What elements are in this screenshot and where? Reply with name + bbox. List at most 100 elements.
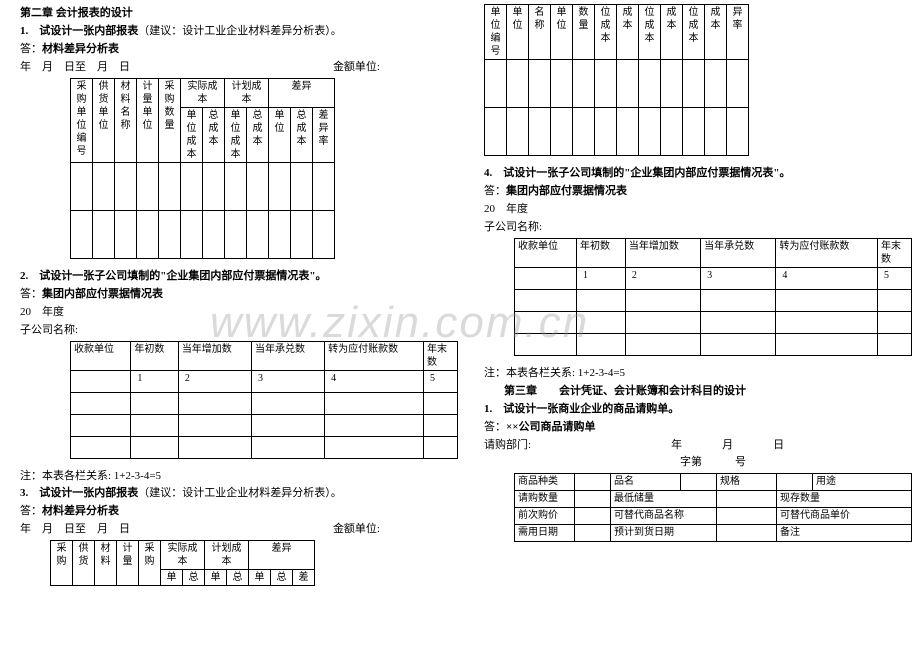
chapter-title: 第二章 会计报表的设计: [20, 6, 436, 22]
collect-empty-3: [71, 436, 458, 458]
q3-ans-label: 答：: [20, 505, 42, 517]
rt-empty-1: [485, 60, 749, 108]
q2-text: 试设计一张子公司填制的"企业集团内部应付票据情况表"。: [39, 270, 326, 282]
q1r-ans-title: ××公司商品请购单: [506, 421, 596, 433]
material-table-top-right: 单位编号 单位 名称 单位 数量 位成本 成本 位成本 成本 位成本 成本 异率: [484, 4, 749, 156]
mat-h-c5: 采购数量: [159, 78, 181, 162]
chapter3-title: 第三章 会计凭证、会计账簿和会计科目的设计: [484, 384, 904, 400]
q4-ans-title: 集团内部应付票据情况表: [506, 185, 627, 197]
mat-h-c2: 供货单位: [93, 78, 115, 162]
q2-ans-title: 集团内部应付票据情况表: [42, 288, 163, 300]
q4-text: 试设计一张子公司填制的"企业集团内部应付票据情况表"。: [503, 167, 790, 179]
q3-line: 3. 试设计一张内部报表（建议：设计工业企业材料差异分析表）。: [20, 486, 436, 502]
mat-su1: 单位成本: [181, 107, 203, 162]
collect-table-right: 收款单位 年初数 当年增加数 当年承兑数 转为应付账款数 年末数 1 2 3 4…: [514, 238, 912, 356]
q1r-text: 试设计一张商业企业的商品请购单。: [503, 403, 679, 415]
mat-header-row1: 采购单位编号 供货单位 材料名称 计量单位 采购数量 实际成本 计划成本 差异: [71, 78, 335, 107]
collect-table: 收款单位 年初数 当年增加数 当年承兑数 转为应付账款数 年末数 1 2 3 4…: [70, 341, 458, 459]
g-r1: 商品种类 品名 规格 用途: [515, 474, 912, 491]
q4-ans-label: 答：: [484, 185, 506, 197]
q2-ans-label: 答：: [20, 288, 42, 300]
mat-st2: 总成本: [247, 107, 269, 162]
mat-empty-1: [71, 162, 335, 210]
subco-label-r: 子公司名称:: [484, 220, 904, 236]
collect-r-e1: [515, 289, 912, 311]
q1r-label: 1.: [484, 403, 492, 415]
mat-g1: 实际成本: [181, 78, 225, 107]
material-table: 采购单位编号 供货单位 材料名称 计量单位 采购数量 实际成本 计划成本 差异 …: [70, 78, 335, 259]
date-line: 年 月 日至 月 日: [20, 60, 130, 76]
q3-ans-title: 材料差异分析表: [42, 505, 119, 517]
q3-label: 3.: [20, 487, 28, 499]
date-amount-row-2: 年 月 日至 月 日 金额单位:: [20, 522, 380, 538]
mat-h-c3: 材料名称: [115, 78, 137, 162]
mat-dt: 总成本: [291, 107, 313, 162]
collect-empty-2: [71, 414, 458, 436]
ch0: 收款单位: [71, 341, 131, 370]
mat-st1: 总成本: [203, 107, 225, 162]
subco-label: 子公司名称:: [20, 323, 436, 339]
q2-label: 2.: [20, 270, 28, 282]
q1r-ans: 答：××公司商品请购单: [484, 420, 904, 436]
collect-r-e3: [515, 333, 912, 355]
q4-label: 4.: [484, 167, 492, 179]
rt-empty-2: [485, 108, 749, 156]
date-d: 日: [773, 438, 784, 454]
collect-r-hrow: 收款单位 年初数 当年增加数 当年承兑数 转为应付账款数 年末数: [515, 238, 912, 267]
date-m: 月: [722, 438, 733, 454]
ch1: 年初数: [131, 341, 178, 370]
year-line-r: 20 年度: [484, 202, 904, 218]
q1-text: 试设计一张内部报表: [39, 25, 138, 37]
rt-row: 单位编号 单位 名称 单位 数量 位成本 成本 位成本 成本 位成本 成本 异率: [485, 5, 749, 60]
material-table-2: 采购 供货 材料 计量 采购 实际成本 计划成本 差异 单 总 单 总 单 总 …: [50, 540, 315, 586]
left-column: 第二章 会计报表的设计 1. 试设计一张内部报表（建议：设计工业企业材料差异分析…: [0, 0, 460, 651]
q1-hint: （建议：设计工业企业材料差异分析表）。: [138, 25, 342, 37]
mat-rate: 差异率: [313, 107, 335, 162]
m2-r1: 采购 供货 材料 计量 采购 实际成本 计划成本 差异: [51, 541, 315, 570]
g-r3: 前次购价 可替代商品名称 可替代商品单价: [515, 508, 912, 525]
year-line: 20 年度: [20, 305, 436, 321]
q1-ans-label: 答：: [20, 43, 42, 55]
note-line: 注：本表各栏关系: 1+2-3-4=5: [20, 469, 436, 485]
goods-table: 商品种类 品名 规格 用途 请购数量 最低储量 现存数量 前次购价 可替代商品名…: [514, 473, 912, 542]
ch4: 转为应付账款数: [325, 341, 424, 370]
collect-r-numrow: 1 2 3 4 5: [515, 267, 912, 289]
q3-ans: 答：材料差异分析表: [20, 504, 436, 520]
note-line-r: 注：本表各栏关系: 1+2-3-4=5: [484, 366, 904, 382]
g-r4: 需用日期 预计到货日期 备注: [515, 525, 912, 542]
date-amount-row: 年 月 日至 月 日 金额单位:: [20, 60, 380, 76]
q3-text: 试设计一张内部报表: [39, 487, 138, 499]
mat-g2: 计划成本: [225, 78, 269, 107]
q1r-line: 1. 试设计一张商业企业的商品请购单。: [484, 402, 904, 418]
mat-h-c4: 计量单位: [137, 78, 159, 162]
collect-r-e2: [515, 311, 912, 333]
req-dept: 请购部门:: [484, 438, 531, 454]
q3-hint: （建议：设计工业企业材料差异分析表）。: [138, 487, 342, 499]
mat-du: 单位: [269, 107, 291, 162]
mat-h-c1: 采购单位编号: [71, 78, 93, 162]
mat-su2: 单位成本: [225, 107, 247, 162]
ch2: 当年增加数: [178, 341, 251, 370]
q1-line: 1. 试设计一张内部报表（建议：设计工业企业材料差异分析表）。: [20, 24, 436, 40]
date-y: 年: [671, 438, 682, 454]
collect-num-row: 1 2 3 4 5: [71, 370, 458, 392]
amount-unit: 金额单位:: [333, 60, 380, 76]
q4-ans: 答：集团内部应付票据情况表: [484, 184, 904, 200]
g-r2: 请购数量 最低储量 现存数量: [515, 491, 912, 508]
collect-empty-1: [71, 392, 458, 414]
q2-ans: 答：集团内部应付票据情况表: [20, 287, 436, 303]
right-column: 单位编号 单位 名称 单位 数量 位成本 成本 位成本 成本 位成本 成本 异率…: [460, 0, 920, 651]
q4-line: 4. 试设计一张子公司填制的"企业集团内部应付票据情况表"。: [484, 166, 904, 182]
q1r-ans-label: 答：: [484, 421, 506, 433]
form-num: 字第 号: [514, 455, 912, 471]
ch3: 当年承兑数: [251, 341, 324, 370]
q1-label: 1.: [20, 25, 28, 37]
collect-hrow: 收款单位 年初数 当年增加数 当年承兑数 转为应付账款数 年末数: [71, 341, 458, 370]
q2-line: 2. 试设计一张子公司填制的"企业集团内部应付票据情况表"。: [20, 269, 436, 285]
mat-empty-2: [71, 210, 335, 258]
q1-ans-line: 答：材料差异分析表: [20, 42, 436, 58]
req-dept-row: 请购部门: 年 月 日: [484, 438, 904, 454]
mat-g3: 差异: [269, 78, 335, 107]
q1-ans-title: 材料差异分析表: [42, 43, 119, 55]
ch5: 年末数: [424, 341, 458, 370]
